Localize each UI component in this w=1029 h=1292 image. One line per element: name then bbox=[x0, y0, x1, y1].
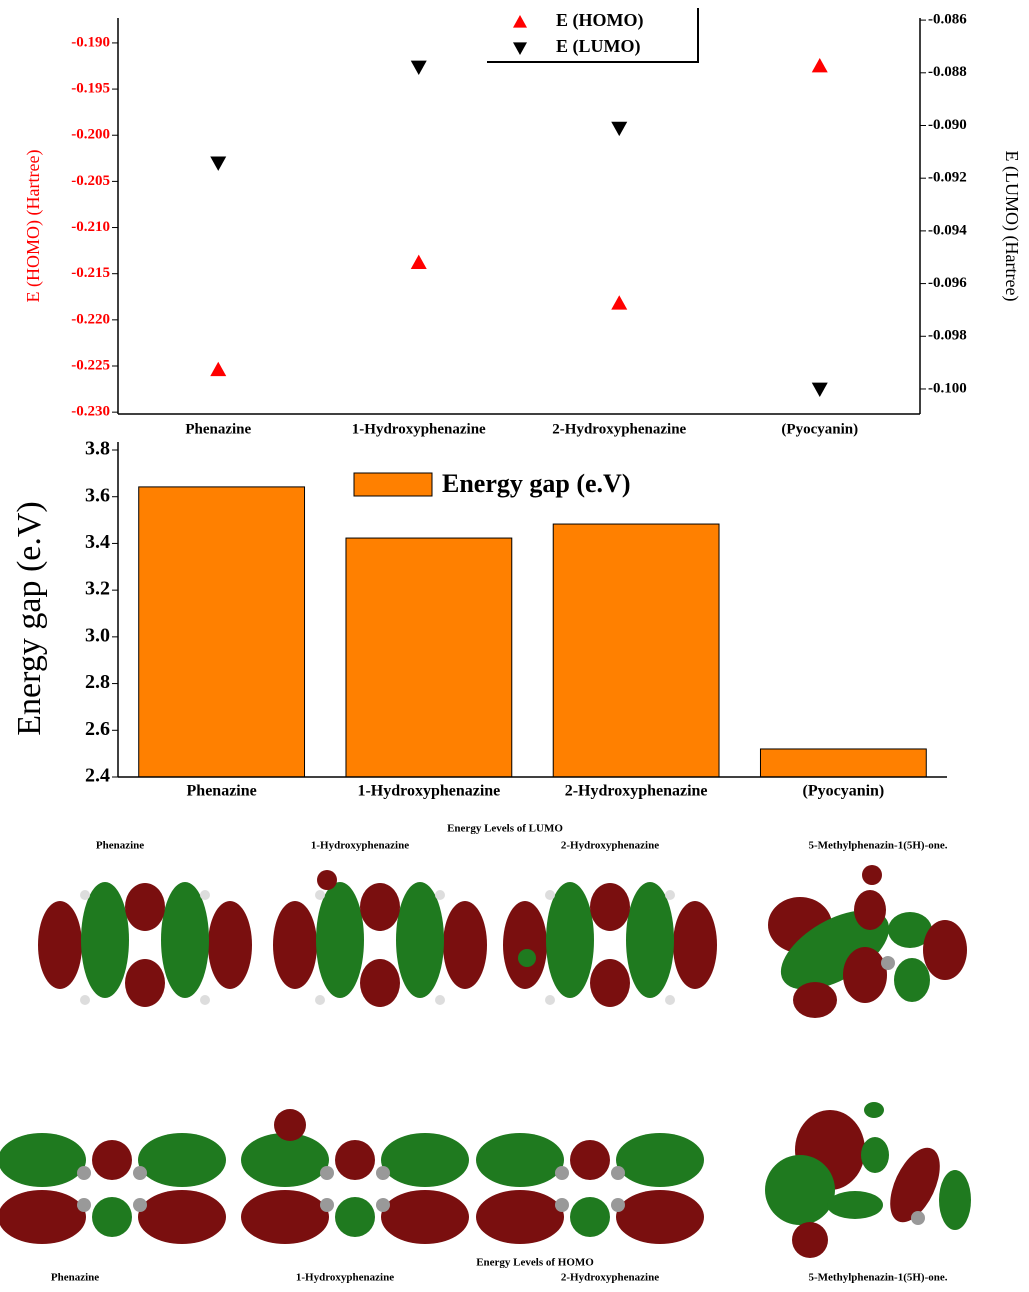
y-tick-label: -0.220 bbox=[71, 311, 110, 327]
marker bbox=[411, 255, 427, 269]
legend-label: E (HOMO) bbox=[556, 10, 644, 31]
bar bbox=[139, 487, 305, 777]
marker bbox=[210, 157, 226, 171]
y2-tick-label: -0.096 bbox=[928, 275, 967, 291]
molecule-name: 2-Hydroxyphenazine bbox=[561, 1272, 659, 1284]
orbital-image bbox=[765, 1102, 971, 1258]
figure: Energy Levels of LUMO Phenazine 1-Hydrox… bbox=[0, 0, 1029, 1292]
y2-tick-label: -0.100 bbox=[928, 380, 967, 396]
y2-axis-label: E (LUMO) (Hartree) bbox=[1001, 151, 1022, 302]
molecule-name: 1-Hydroxyphenazine bbox=[311, 840, 409, 852]
y-tick-label: 3.4 bbox=[85, 531, 110, 553]
y-tick-label: 2.6 bbox=[85, 718, 110, 740]
marker bbox=[611, 122, 627, 136]
bar bbox=[346, 538, 512, 777]
y-tick-label: -0.195 bbox=[71, 81, 110, 97]
x-tick-label: (Pyocyanin) bbox=[802, 783, 884, 800]
marker bbox=[812, 383, 828, 397]
legend-swatch bbox=[354, 473, 432, 496]
molecule-name: 2-Hydroxyphenazine bbox=[561, 840, 659, 852]
legend-marker bbox=[513, 42, 527, 55]
lumo-orbitals bbox=[38, 865, 967, 1018]
x-tick-label: (Pyocyanin) bbox=[781, 421, 858, 437]
orbital-image bbox=[38, 882, 252, 1007]
y2-tick-label: -0.098 bbox=[928, 328, 967, 344]
bar bbox=[760, 749, 926, 777]
y2-tick-label: -0.086 bbox=[928, 12, 967, 28]
y-tick-label: 3.6 bbox=[85, 484, 110, 506]
y-tick-label: -0.200 bbox=[71, 127, 110, 143]
molecule-name: 5-Methylphenazin-1(5H)-one. bbox=[808, 1272, 947, 1284]
molecule-name: Phenazine bbox=[96, 840, 144, 852]
y-axis-label: E (HOMO) (Hartree) bbox=[23, 150, 44, 303]
marker bbox=[210, 362, 226, 376]
marker bbox=[812, 58, 828, 72]
orbital-image bbox=[241, 1133, 469, 1244]
y-tick-label: 3.2 bbox=[85, 578, 110, 600]
molecule-name: 1-Hydroxyphenazine bbox=[296, 1272, 394, 1284]
y-tick-label: 3.0 bbox=[85, 624, 110, 646]
molecule-name: Phenazine bbox=[51, 1272, 99, 1284]
y2-tick-label: -0.092 bbox=[928, 170, 967, 186]
marker bbox=[611, 295, 627, 309]
y2-tick-label: -0.094 bbox=[928, 222, 967, 238]
y2-tick-label: -0.088 bbox=[928, 64, 967, 80]
y-tick-label: -0.225 bbox=[71, 357, 110, 373]
x-tick-label: 1-Hydroxyphenazine bbox=[352, 421, 486, 437]
y-tick-label: 2.8 bbox=[85, 671, 110, 693]
x-tick-label: Phenazine bbox=[187, 783, 257, 800]
bar bbox=[553, 524, 719, 777]
y-tick-label: -0.190 bbox=[71, 34, 110, 50]
y-axis-label: Energy gap (e.V) bbox=[11, 501, 48, 735]
x-tick-label: 2-Hydroxyphenazine bbox=[552, 421, 686, 437]
orbital-lobe bbox=[274, 1109, 306, 1141]
homo-orbitals bbox=[0, 1102, 971, 1258]
y-tick-label: 2.4 bbox=[85, 765, 110, 787]
orbital-title: Energy Levels of LUMO bbox=[447, 823, 563, 835]
legend-marker bbox=[513, 15, 527, 28]
orbital-image bbox=[476, 1133, 704, 1244]
y-tick-label: -0.230 bbox=[71, 404, 110, 420]
molecule-name: 5-Methylphenazin-1(5H)-one. bbox=[808, 840, 947, 852]
orbital-image bbox=[273, 882, 487, 1007]
legend-label: E (LUMO) bbox=[556, 36, 641, 57]
x-tick-label: 1-Hydroxyphenazine bbox=[357, 783, 500, 800]
orbital-image bbox=[0, 1133, 226, 1244]
y-tick-label: -0.215 bbox=[71, 265, 110, 281]
y-tick-label: 3.8 bbox=[85, 438, 110, 460]
y2-tick-label: -0.090 bbox=[928, 117, 967, 133]
orbital-image bbox=[503, 882, 717, 1007]
marker bbox=[411, 61, 427, 75]
page: {"chart_data": [ {"type": "scatter", "ca… bbox=[0, 0, 1029, 1292]
x-tick-label: 2-Hydroxyphenazine bbox=[565, 783, 708, 800]
y-tick-label: -0.210 bbox=[71, 219, 110, 235]
orbital-lobe bbox=[317, 870, 337, 890]
x-tick-label: Phenazine bbox=[185, 421, 251, 437]
orbital-title: Energy Levels of HOMO bbox=[476, 1257, 594, 1269]
orbital-lobe bbox=[518, 949, 536, 967]
orbital-image bbox=[768, 865, 967, 1018]
legend-label: Energy gap (e.V) bbox=[442, 469, 630, 498]
y-tick-label: -0.205 bbox=[71, 173, 110, 189]
